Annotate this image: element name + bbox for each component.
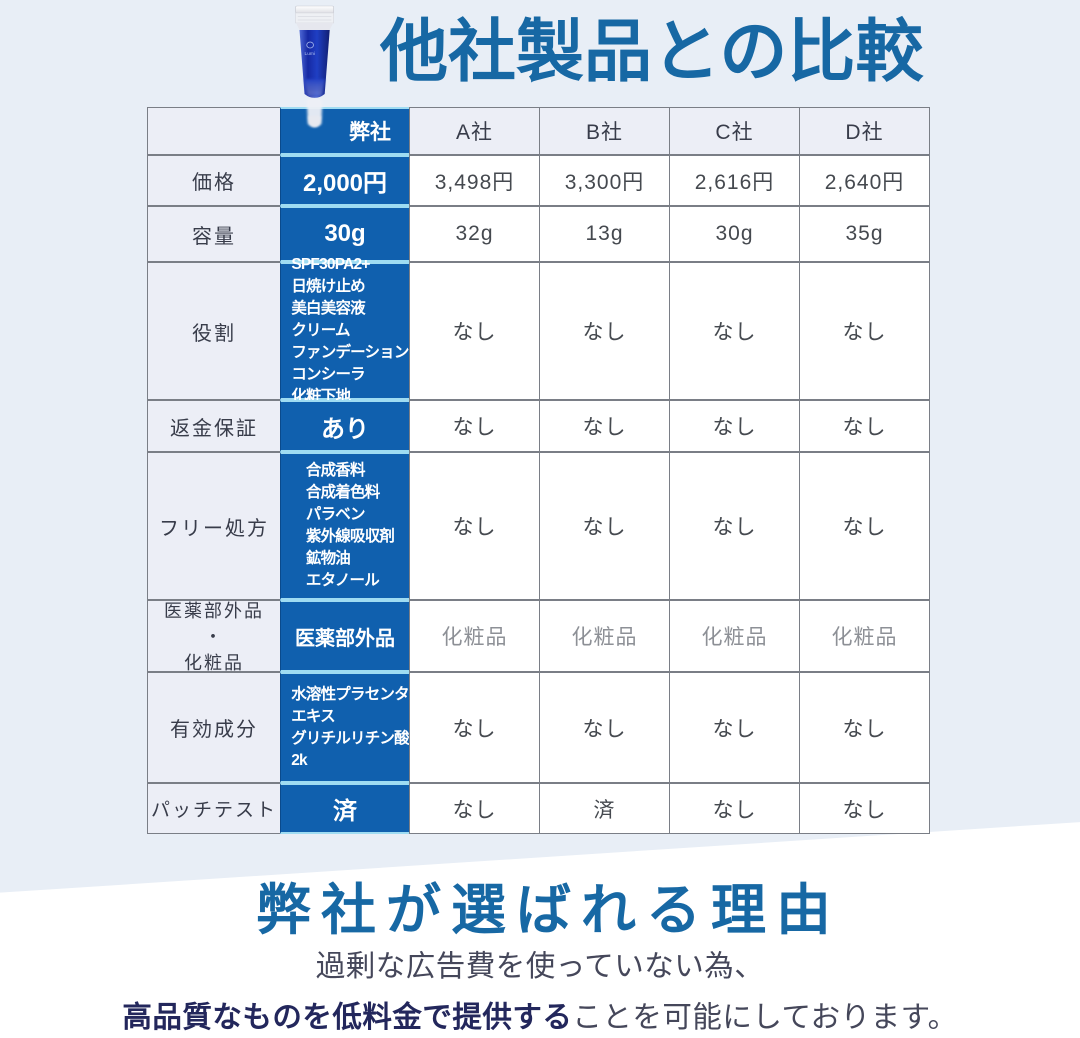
svg-text:Lumi: Lumi — [305, 51, 315, 56]
